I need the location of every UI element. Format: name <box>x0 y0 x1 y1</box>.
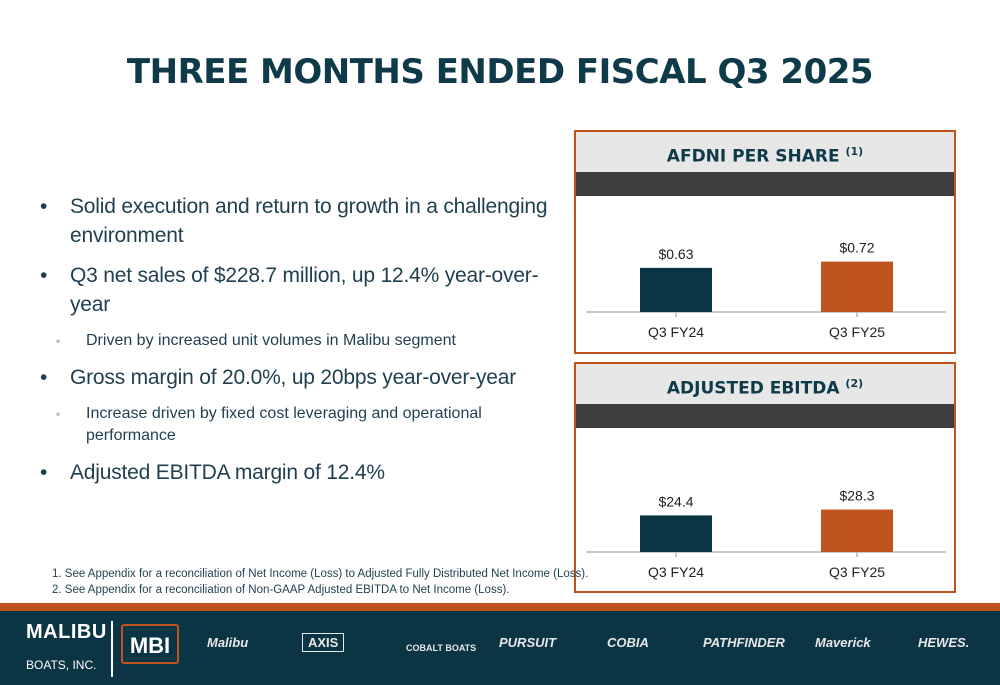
bullet-text: Q3 net sales of $228.7 million, up 12.4%… <box>70 264 539 316</box>
data-label: $0.72 <box>839 240 874 256</box>
bullet-item: • Q3 net sales of $228.7 million, up 12.4… <box>40 261 560 319</box>
afdni-chart-header: AFDNI PER SHARE (1) <box>576 132 954 172</box>
x-tick-label: Q3 FY25 <box>829 564 885 580</box>
ebitda-chart-title: ADJUSTED EBITDA <box>666 378 840 399</box>
ebitda-chart-footnote-ref: (2) <box>845 377 864 390</box>
brand-logo-pathfinder: PATHFINDER <box>703 635 785 650</box>
bullet-marker: • <box>40 461 48 484</box>
brand-logo-cobia: COBIA <box>607 635 649 650</box>
bullet-marker: • <box>40 264 48 287</box>
x-tick-label: Q3 FY24 <box>648 324 704 340</box>
bar-q3-fy24 <box>640 515 712 552</box>
bullet-list: • Solid execution and return to growth in… <box>40 192 560 498</box>
malibu-boats-logo: MALIBU BOATS, INC. <box>26 621 106 672</box>
brand-logo-axis: AXIS <box>302 633 345 652</box>
slide-title: THREE MONTHS ENDED FISCAL Q3 2025 <box>126 52 874 92</box>
sub-bullet-item: ◦ Driven by increased unit volumes in Mal… <box>40 330 560 352</box>
ebitda-chart-header: ADJUSTED EBITDA (2) <box>576 364 954 404</box>
x-tick-label: Q3 FY25 <box>829 324 885 340</box>
x-tick-label: Q3 FY24 <box>648 564 704 580</box>
bullet-item: • Adjusted EBITDA margin of 12.4% <box>40 458 560 487</box>
company-name-line2: BOATS, INC. <box>26 658 97 672</box>
bar-q3-fy25 <box>821 261 893 312</box>
bullet-text: Increase driven by fixed cost leveraging… <box>86 405 482 444</box>
ebitda-chart-panel: ADJUSTED EBITDA (2) $24.4 Q3 FY24 $28.3 Q3 … <box>574 362 956 593</box>
footer-brand-bar: MALIBU BOATS, INC. MBI Malibu AXIS COBALT … <box>0 611 1000 685</box>
brand-logo-pursuit: PURSUIT <box>499 635 557 650</box>
bar-q3-fy24 <box>640 267 712 312</box>
bullet-text: Driven by increased unit volumes in Mali… <box>86 332 456 349</box>
afdni-chart-panel: AFDNI PER SHARE (1) $0.63 Q3 FY24 $0.72 Q3 … <box>574 130 956 354</box>
brand-logo-cobalt-boats: COBALT BOATS <box>406 643 477 653</box>
company-name-line1: MALIBU <box>26 621 107 643</box>
bullet-marker: ◦ <box>56 407 61 421</box>
logo-divider <box>111 621 113 677</box>
data-label: $28.3 <box>839 488 874 504</box>
bullet-item: • Gross margin of 20.0%, up 20bps year-ov… <box>40 363 560 392</box>
bullet-marker: • <box>40 366 48 389</box>
bullet-marker: • <box>40 195 48 218</box>
ebitda-chart-band <box>576 404 954 428</box>
bar-q3-fy25 <box>821 509 893 552</box>
sub-bullet-item: ◦ Increase driven by fixed cost leveragin… <box>40 403 560 447</box>
footer-accent-stripe <box>0 603 1000 611</box>
bullet-item: • Solid execution and return to growth in… <box>40 192 560 250</box>
ebitda-bar-chart: $24.4 Q3 FY24 $28.3 Q3 FY25 <box>586 488 946 580</box>
brand-logo-maverick: Maverick <box>815 635 871 650</box>
bullet-marker: ◦ <box>56 334 61 348</box>
bullet-text: Gross margin of 20.0%, up 20bps year-ove… <box>70 366 517 389</box>
data-label: $24.4 <box>658 493 693 509</box>
mbi-ticker-logo: MBI <box>121 624 179 664</box>
afdni-chart-footnote-ref: (1) <box>845 145 864 158</box>
footnotes: 1. See Appendix for a reconciliation of … <box>52 566 588 598</box>
brand-logo-malibu: Malibu <box>207 635 249 650</box>
bullet-text: Adjusted EBITDA margin of 12.4% <box>70 461 385 484</box>
afdni-chart-title: AFDNI PER SHARE <box>666 146 840 167</box>
brand-logo-hewes: HEWES. <box>918 635 970 650</box>
afdni-chart-band <box>576 172 954 196</box>
bullet-text: Solid execution and return to growth in … <box>70 195 548 247</box>
data-label: $0.63 <box>658 246 693 262</box>
afdni-bar-chart: $0.63 Q3 FY24 $0.72 Q3 FY25 <box>586 240 946 340</box>
footnote-1: 1. See Appendix for a reconciliation of … <box>52 568 589 580</box>
footnote-2: 2. See Appendix for a reconciliation of … <box>52 584 510 596</box>
